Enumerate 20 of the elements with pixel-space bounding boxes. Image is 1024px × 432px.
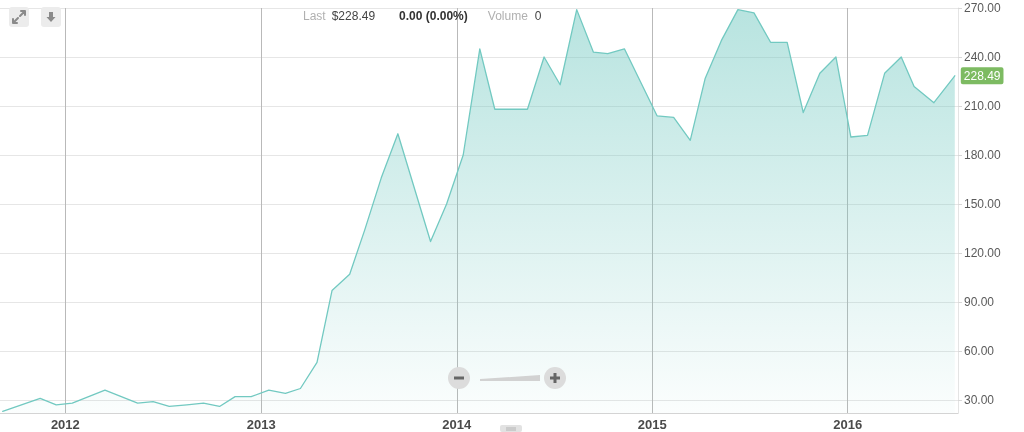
y-tick-label: 90.00 [964,294,995,309]
annotation: Last [303,9,326,23]
y-tick-label: 240.00 [964,49,1002,64]
x-tick-label: 2015 [637,417,667,432]
annotation: Volume [487,9,528,23]
y-tick-label: 120.00 [964,245,1002,260]
data-label: 228.49 [963,68,1001,83]
x-tick-label: 2013 [246,417,276,432]
y-tick-label: 270.00 [964,1,1002,15]
x-tick-label: 2012 [50,417,80,432]
y-tick-label: 30.00 [964,392,995,407]
annotation: 0 [534,9,542,23]
y-tick-label: 210.00 [964,98,1002,113]
x-tick-label: 2016 [833,417,863,432]
x-tick-label: 2014 [442,417,473,432]
annotation: 0.00 (0.00%) [399,9,468,23]
y-tick-label: 150.00 [964,196,1002,211]
y-tick-label: 60.00 [964,343,995,358]
annotation: $228.49 [331,9,376,23]
y-tick-label: 180.00 [964,147,1002,162]
